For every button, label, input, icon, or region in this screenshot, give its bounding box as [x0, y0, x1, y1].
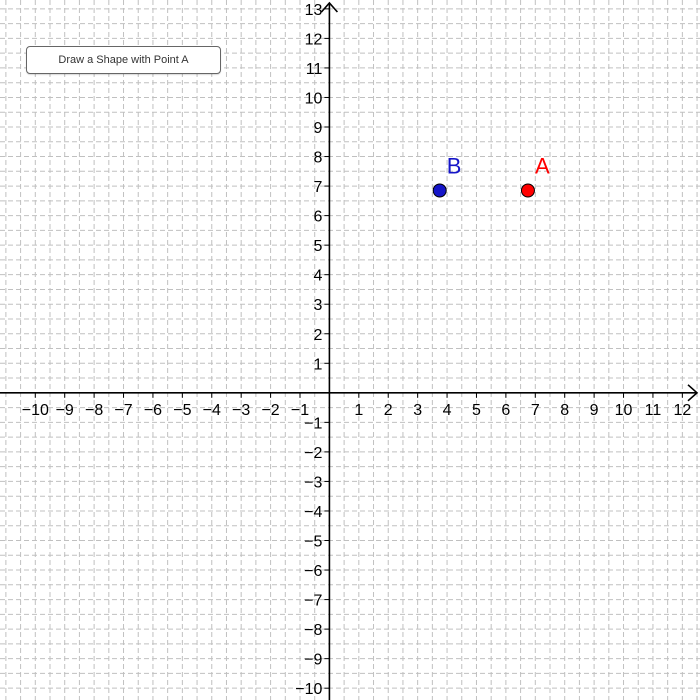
y-tick-label: 5: [314, 238, 323, 255]
y-tick-label: 12: [305, 31, 323, 48]
x-tick-label: −4: [203, 402, 221, 419]
point-b-label: B: [447, 154, 462, 179]
y-tick-label: 6: [314, 209, 323, 226]
point-a[interactable]: A: [520, 154, 550, 198]
x-tick-label: −7: [114, 402, 132, 419]
points: AB: [432, 154, 550, 198]
y-tick-label: 9: [314, 120, 323, 137]
y-tick-label: −4: [304, 504, 322, 521]
x-tick-label: −2: [261, 402, 279, 419]
y-tick-label: −3: [304, 474, 322, 491]
y-tick-label: −10: [295, 681, 322, 698]
y-tick-label: 11: [306, 61, 323, 78]
x-tick-label: 11: [645, 402, 662, 419]
x-tick-label: 12: [673, 402, 691, 419]
y-tick-label: 7: [314, 179, 323, 196]
y-tick-label: 4: [314, 268, 323, 285]
y-tick-label: 2: [314, 327, 323, 344]
x-tick-label: 1: [354, 402, 363, 419]
y-tick-label: −6: [304, 563, 322, 580]
y-tick-label: −2: [304, 445, 322, 462]
y-axis-arrow-icon: [320, 1, 339, 13]
y-tick-label: −5: [304, 534, 322, 551]
point-b[interactable]: B: [432, 154, 462, 198]
x-tick-label: −10: [22, 402, 49, 419]
y-tick-label: −9: [304, 652, 322, 669]
point-a-marker[interactable]: [520, 183, 535, 198]
x-tick-label: 8: [560, 402, 569, 419]
x-tick-label: 2: [384, 402, 393, 419]
x-axis-arrow-icon: [687, 384, 699, 402]
y-tick-label: 10: [305, 90, 323, 107]
x-tick-label: −9: [56, 402, 74, 419]
draw-shape-button[interactable]: Draw a Shape with Point A: [26, 46, 221, 74]
y-tick-label: 13: [305, 2, 323, 19]
x-tick-label: −6: [144, 402, 162, 419]
x-tick-label: 10: [615, 402, 633, 419]
y-tick-label: −8: [304, 622, 322, 639]
y-tick-label: 8: [314, 150, 323, 167]
point-b-marker[interactable]: [432, 183, 447, 198]
x-tick-label: 5: [472, 402, 481, 419]
x-tick-label: −3: [232, 402, 250, 419]
x-tick-label: 7: [531, 402, 540, 419]
point-a-label: A: [535, 154, 550, 179]
x-tick-label: 4: [443, 402, 452, 419]
y-tick-label: 3: [314, 297, 323, 314]
x-tick-label: −1: [291, 402, 309, 419]
tick-labels: −10 −9 −8 −7 −6 −5 −4 −3 −2 −1 1 2 3 4 5 6 7 8 9 10 11 12−10−…: [22, 2, 692, 698]
x-tick-label: 6: [501, 402, 510, 419]
y-tick-label: 1: [314, 356, 323, 373]
x-tick-label: 3: [413, 402, 422, 419]
x-tick-label: 9: [590, 402, 599, 419]
x-tick-label: −5: [173, 402, 191, 419]
x-tick-label: −8: [85, 402, 103, 419]
y-tick-label: −7: [304, 593, 322, 610]
y-tick-label: −1: [304, 415, 322, 432]
